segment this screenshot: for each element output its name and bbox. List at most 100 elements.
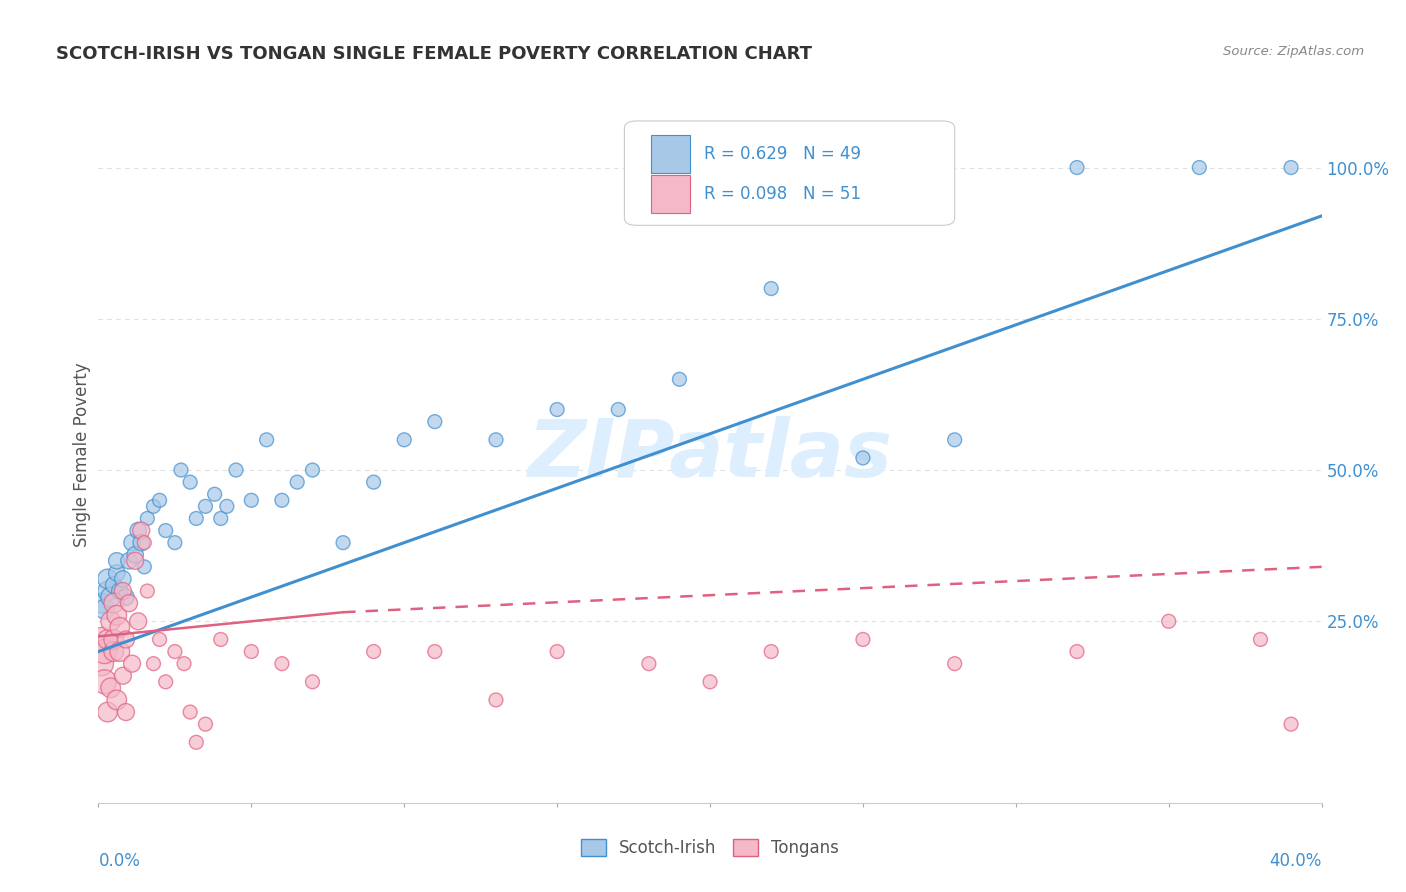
Text: SCOTCH-IRISH VS TONGAN SINGLE FEMALE POVERTY CORRELATION CHART: SCOTCH-IRISH VS TONGAN SINGLE FEMALE POV…	[56, 45, 813, 62]
Point	[607, 402, 630, 417]
Point	[124, 548, 146, 562]
Point	[111, 572, 134, 586]
Text: 40.0%: 40.0%	[1270, 852, 1322, 870]
Point	[179, 475, 201, 490]
Text: R = 0.098   N = 51: R = 0.098 N = 51	[704, 185, 860, 203]
Point	[1188, 161, 1211, 175]
Text: R = 0.629   N = 49: R = 0.629 N = 49	[704, 145, 860, 163]
Point	[100, 615, 122, 629]
Point	[363, 475, 385, 490]
Y-axis label: Single Female Poverty: Single Female Poverty	[73, 363, 91, 547]
Point	[108, 620, 131, 634]
Point	[392, 433, 416, 447]
Point	[270, 657, 292, 671]
Point	[943, 433, 966, 447]
Point	[90, 657, 112, 671]
Point	[115, 632, 138, 647]
Text: Source: ZipAtlas.com: Source: ZipAtlas.com	[1223, 45, 1364, 58]
Point	[155, 674, 177, 689]
Point	[155, 524, 177, 538]
Point	[115, 590, 138, 604]
Point	[173, 657, 195, 671]
Point	[852, 632, 875, 647]
Point	[1066, 161, 1088, 175]
Point	[363, 644, 385, 658]
Point	[186, 511, 208, 525]
Point	[93, 644, 115, 658]
Point	[124, 554, 146, 568]
Point	[149, 632, 172, 647]
Point	[163, 535, 186, 549]
Point	[485, 433, 508, 447]
Point	[90, 596, 112, 610]
Point	[134, 559, 156, 574]
Point	[209, 511, 232, 525]
Point	[194, 500, 217, 514]
Point	[301, 674, 323, 689]
Point	[90, 632, 112, 647]
Point	[127, 524, 149, 538]
Point	[759, 644, 782, 658]
Point	[1249, 632, 1271, 647]
Point	[108, 584, 131, 599]
Legend: Scotch-Irish, Tongans: Scotch-Irish, Tongans	[574, 832, 846, 864]
Point	[129, 524, 152, 538]
Point	[127, 615, 149, 629]
Point	[111, 669, 134, 683]
Point	[121, 535, 143, 549]
Point	[103, 644, 125, 658]
Text: ZIPatlas: ZIPatlas	[527, 416, 893, 494]
Point	[103, 578, 125, 592]
Point	[105, 554, 128, 568]
Point	[108, 644, 131, 658]
Point	[97, 705, 120, 719]
Point	[852, 450, 875, 465]
Point	[118, 554, 141, 568]
Point	[256, 433, 278, 447]
Point	[240, 493, 263, 508]
Point	[105, 693, 128, 707]
FancyBboxPatch shape	[624, 121, 955, 226]
Point	[179, 705, 201, 719]
Point	[115, 705, 138, 719]
Point	[93, 602, 115, 616]
Point	[1279, 161, 1302, 175]
Point	[423, 415, 446, 429]
Point	[97, 584, 120, 599]
Point	[121, 657, 143, 671]
Point	[668, 372, 690, 386]
Point	[332, 535, 354, 549]
Point	[285, 475, 308, 490]
Point	[136, 511, 159, 525]
Point	[423, 644, 446, 658]
Point	[105, 608, 128, 623]
Point	[103, 596, 125, 610]
Point	[225, 463, 247, 477]
Point	[1066, 644, 1088, 658]
Point	[637, 657, 661, 671]
Point	[546, 402, 568, 417]
Point	[1279, 717, 1302, 731]
Point	[142, 500, 165, 514]
Point	[149, 493, 172, 508]
Point	[100, 590, 122, 604]
Point	[129, 535, 152, 549]
Point	[163, 644, 186, 658]
Point	[759, 281, 782, 295]
Point	[103, 632, 125, 647]
Point	[97, 572, 120, 586]
Point	[111, 584, 134, 599]
Text: 0.0%: 0.0%	[98, 852, 141, 870]
Point	[142, 657, 165, 671]
Point	[204, 487, 226, 501]
Point	[170, 463, 193, 477]
FancyBboxPatch shape	[651, 175, 690, 213]
Point	[100, 681, 122, 695]
Point	[240, 644, 263, 658]
Point	[186, 735, 208, 749]
Point	[194, 717, 217, 731]
Point	[118, 596, 141, 610]
Point	[1157, 615, 1180, 629]
Point	[699, 674, 721, 689]
Point	[485, 693, 508, 707]
